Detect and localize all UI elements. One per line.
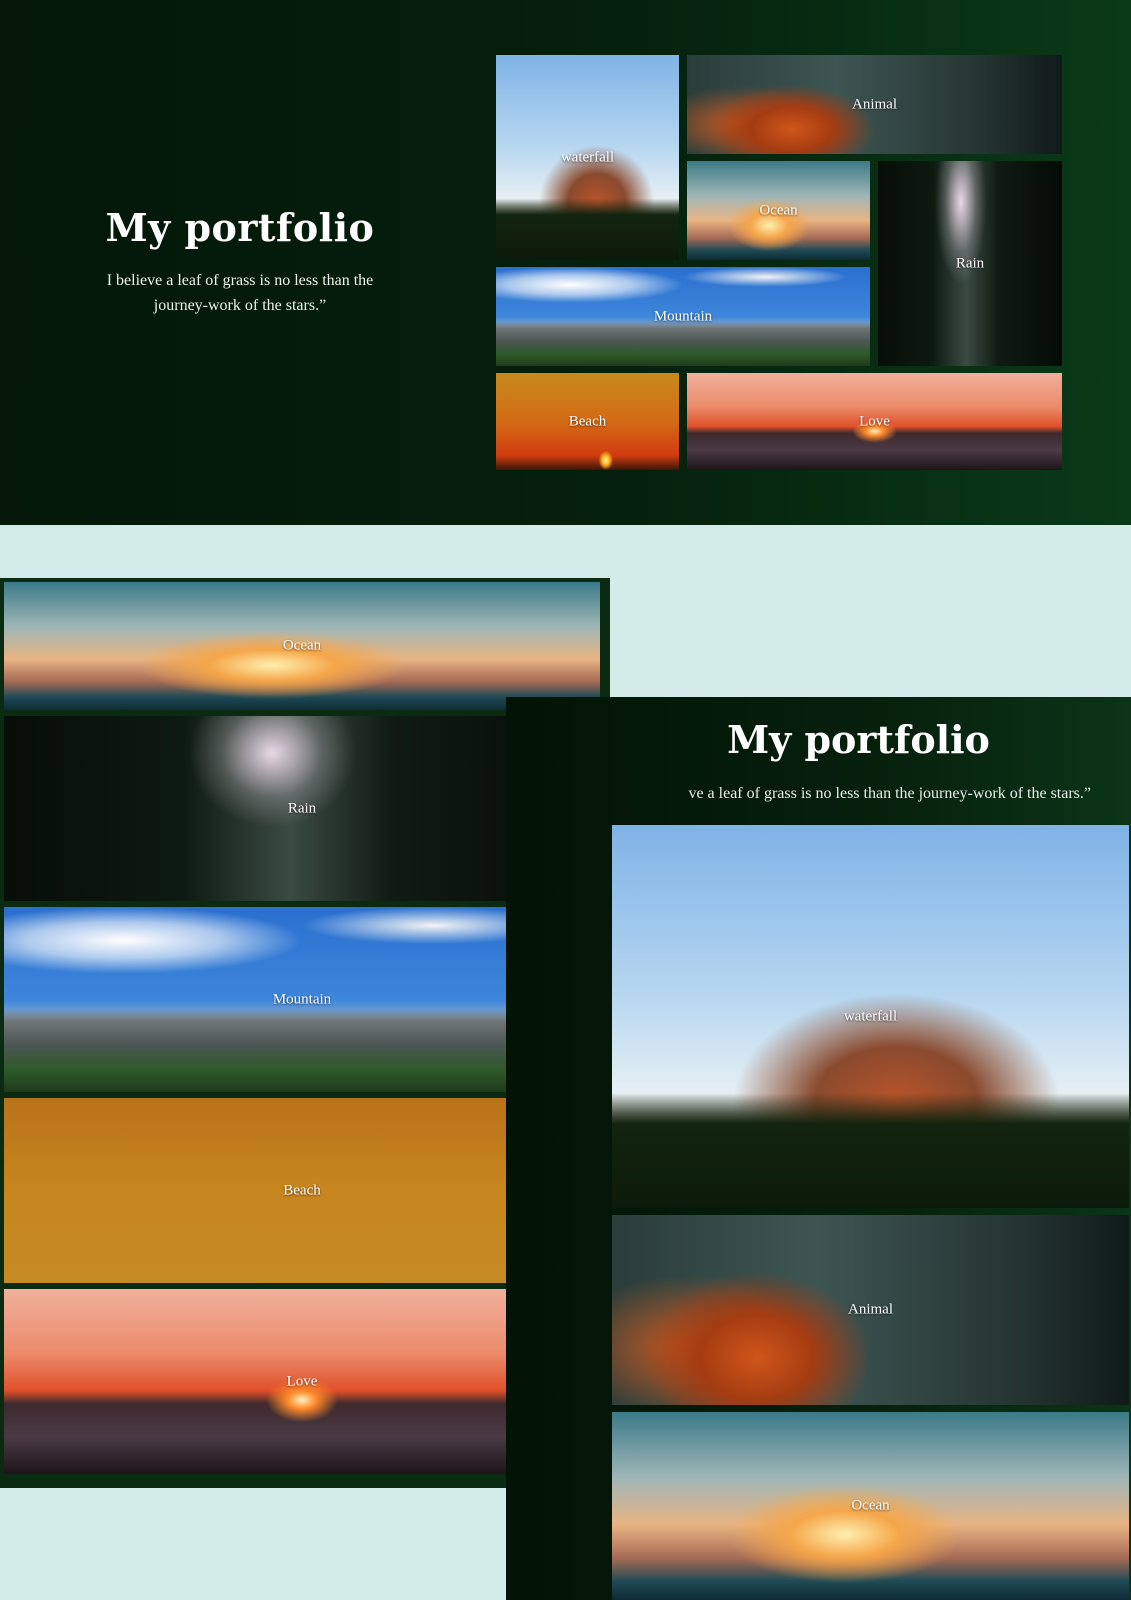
tile-label: Animal [852,96,897,112]
gallery-tile-ocean[interactable]: Ocean [687,161,870,260]
gallery-tile-waterfall[interactable]: waterfall [612,825,1129,1208]
tile-label: Mountain [272,991,332,1007]
tile-label: Beach [568,413,607,429]
gallery-tile-rain[interactable]: Rain [4,716,600,901]
gallery-tile-beach[interactable]: Beach [4,1098,600,1283]
tile-label: Ocean [851,1497,890,1514]
hero-section: My portfolio I believe a leaf of grass i… [60,205,420,318]
page-title: My portfolio [727,717,990,762]
tile-label: Mountain [653,308,713,324]
hero-quote: ve a leaf of grass is no less than the j… [688,785,1091,802]
tile-label: waterfall [843,1008,898,1024]
gallery-tile-ocean[interactable]: Ocean [612,1412,1129,1600]
quote-line-1: I believe a leaf of grass is no less tha… [106,272,374,289]
tile-label: Love [859,413,890,429]
tile-label: Love [286,1373,318,1389]
gallery-tile-love[interactable]: Love [4,1289,600,1474]
quote-line-2: journey-work of the stars.” [153,297,327,314]
gallery-tile-rain[interactable]: Rain [878,161,1062,366]
desktop-portfolio-preview: My portfolio I believe a leaf of grass i… [0,0,1131,525]
hero-quote: I believe a leaf of grass is no less tha… [60,268,420,318]
mobile-portfolio-preview-right: My portfolio ve a leaf of grass is no le… [506,697,1131,1600]
gallery-tile-animal[interactable]: Animal [612,1215,1129,1405]
page-title: My portfolio [105,205,375,250]
gallery-tile-animal[interactable]: Animal [687,55,1062,154]
gallery-tile-mountain[interactable]: Mountain [496,267,870,366]
gallery-tile-love[interactable]: Love [687,373,1062,470]
gallery-tile-beach[interactable]: Beach [496,373,679,470]
gallery-tile-ocean[interactable]: Ocean [4,582,600,710]
tile-label: Animal [848,1301,893,1318]
gallery-tile-mountain[interactable]: Mountain [4,907,600,1092]
tile-label: Ocean [282,637,322,654]
gallery-tile-waterfall[interactable]: waterfall [496,55,679,260]
tile-label: Rain [955,255,985,271]
tile-label: Ocean [759,202,798,218]
tile-label: Beach [283,1182,321,1198]
tile-label: waterfall [560,149,615,165]
tile-label: Rain [287,800,317,816]
